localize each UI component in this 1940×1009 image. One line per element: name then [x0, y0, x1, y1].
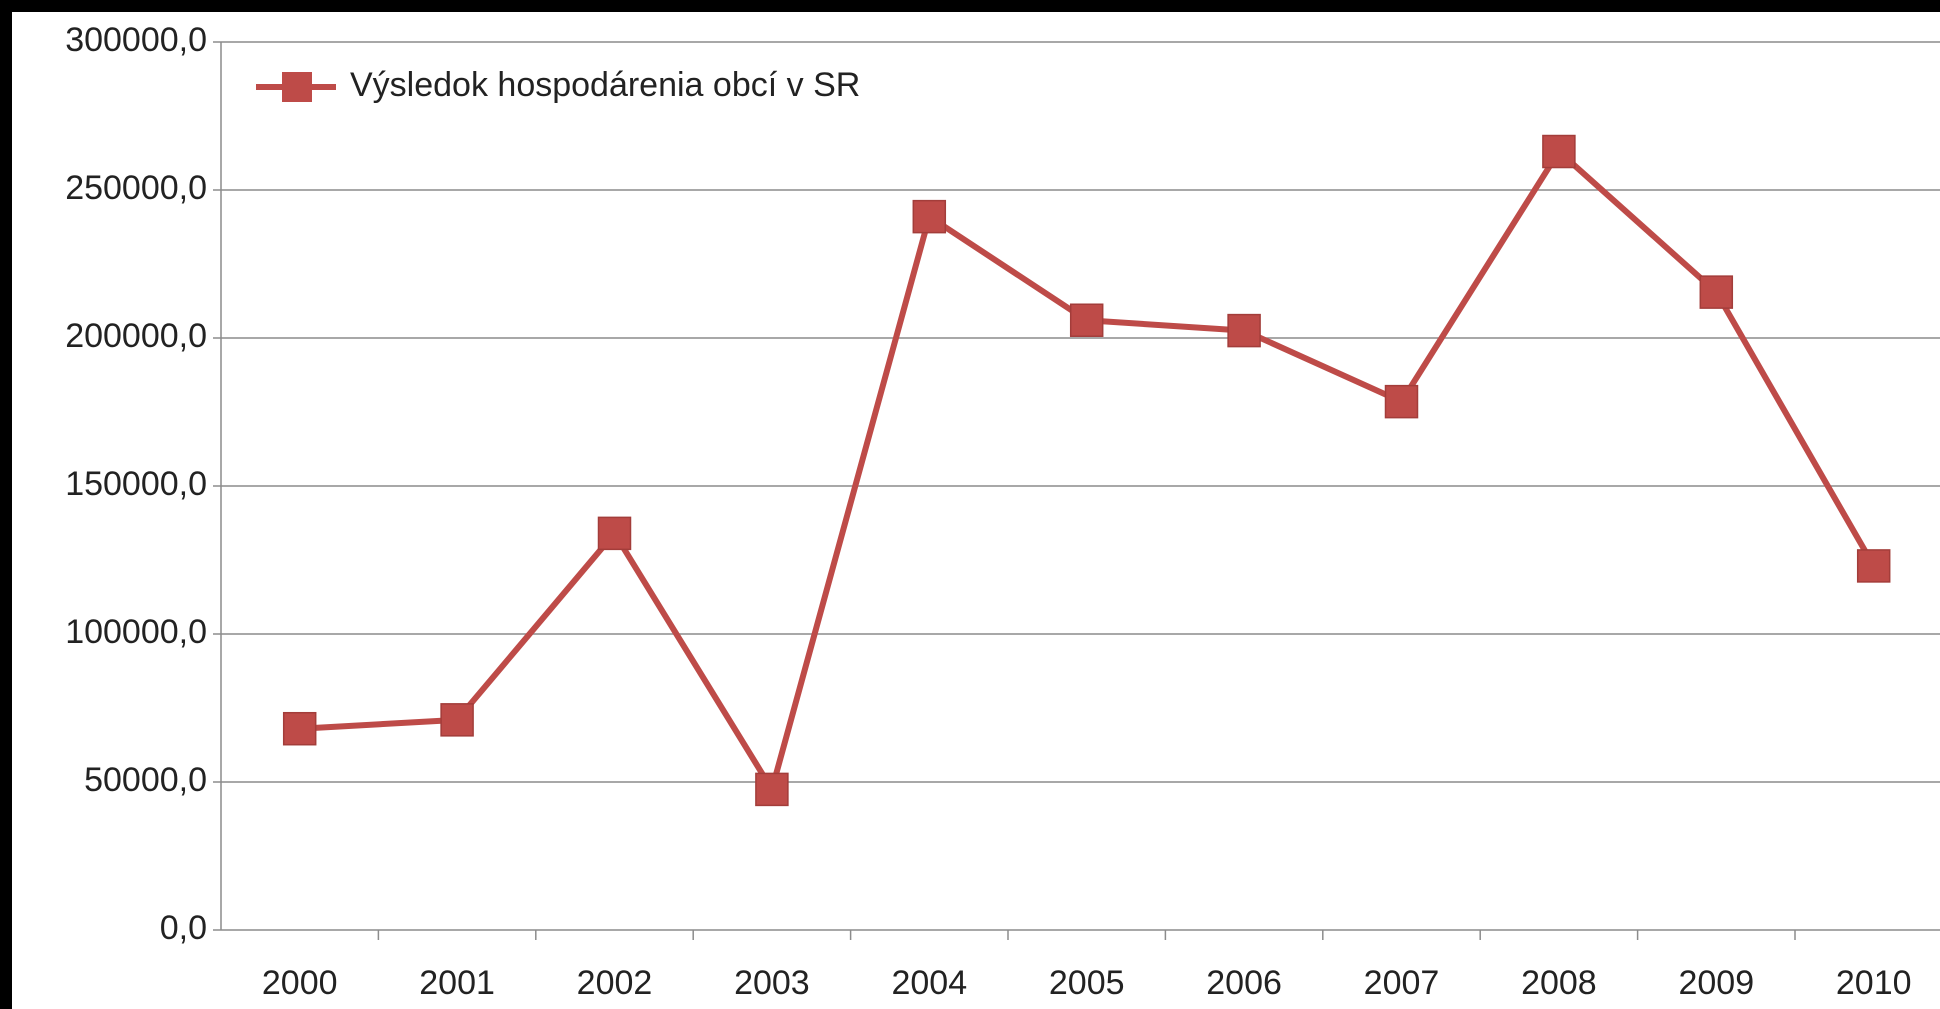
point-marker [755, 772, 789, 807]
y-tick-label: 0,0 [160, 909, 207, 947]
y-tick-label: 150000,0 [65, 465, 207, 503]
y-tick-label: 50000,0 [84, 761, 207, 799]
point-marker [1542, 134, 1576, 169]
x-tick-label: 2005 [1049, 964, 1125, 1002]
point-marker [440, 703, 474, 737]
legend-marker [282, 72, 312, 102]
point-marker [1856, 549, 1891, 583]
point-marker [1227, 313, 1261, 348]
point-marker [282, 711, 317, 746]
x-tick-label: 2001 [419, 964, 495, 1002]
x-tick-label: 2010 [1836, 964, 1912, 1002]
x-tick-label: 2000 [262, 964, 338, 1002]
point-marker [1384, 384, 1419, 419]
point-marker [597, 516, 632, 551]
x-tick-label: 2008 [1521, 964, 1597, 1002]
x-tick-label: 2002 [577, 964, 653, 1002]
point-marker [1699, 275, 1734, 309]
y-tick-label: 100000,0 [65, 613, 207, 651]
chart-background [12, 12, 1940, 1009]
x-tick-label: 2006 [1206, 964, 1282, 1002]
y-tick-label: 250000,0 [65, 169, 207, 207]
point-marker [1069, 303, 1104, 337]
point-marker [912, 199, 947, 234]
y-tick-label: 300000,0 [65, 21, 207, 59]
y-tick-label: 200000,0 [65, 317, 207, 355]
x-tick-label: 2009 [1678, 964, 1754, 1002]
x-tick-label: 2003 [734, 964, 810, 1002]
x-tick-label: 2004 [891, 964, 967, 1002]
legend-label: Výsledok hospodárenia obcí v SR [350, 66, 860, 104]
x-tick-label: 2007 [1364, 964, 1440, 1002]
